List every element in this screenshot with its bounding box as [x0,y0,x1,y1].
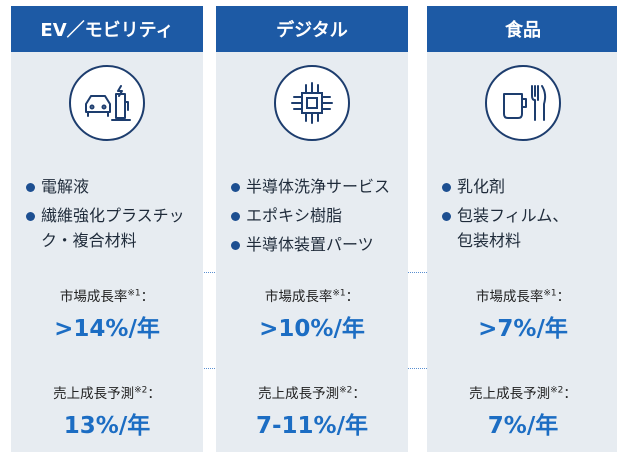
item-text: 半導体装置パーツ [246,235,374,254]
icon [68,64,146,142]
metric-label-text: 売上成長予測 [53,386,135,402]
item-text: エポキシ樹脂 [246,206,343,225]
metric-sep: ： [352,386,366,402]
item: 繊維強化プラスチッ ク・複合材料 [25,203,197,253]
item-text: 半導体洗浄サービス [246,177,391,196]
item: 半導体洗浄サービス [230,174,402,199]
metric-note: ※2 [550,385,564,396]
item-list: 乳化剤包装フィルム、 包装材料 [441,174,613,257]
metric-value: 13%/年 [63,413,151,439]
item-text: 繊維強化プラスチッ [41,206,185,225]
column-title: EV／モビリティ [11,6,203,52]
metric-value: >14%/年 [54,316,160,342]
metric-sep: ： [345,289,360,305]
metric-value: >10%/年 [259,316,365,342]
metric: 市場成長率※1： >10%/年 [216,285,408,343]
column-title: デジタル [216,6,408,52]
item-text: 乳化剤 [457,177,506,196]
metric-value: 7-11%/年 [255,413,368,439]
item: エポキシ樹脂 [230,203,402,228]
metric: 売上成長予測※2： 7%/年 [427,382,617,440]
metric-sep: ： [147,386,161,402]
item-list: 半導体洗浄サービス エポキシ樹脂半導体装置パーツ [230,174,402,261]
metric-label: 市場成長率※1： [216,285,408,306]
metric-value: >7%/年 [478,316,568,342]
metric-label: 市場成長率※1： [11,285,203,306]
metric-label-text: 売上成長予測 [469,386,551,402]
icon-graphic [485,65,561,141]
item-text: 包装材料 [457,231,522,250]
item: 半導体装置パーツ [230,232,402,257]
metric-note: ※1 [332,288,346,299]
column: EV／モビリティ 電解液 繊維強化プラスチッ ク・複合材料 市場成長率※1： >14%/年… [11,6,203,452]
metric-note: ※2 [339,385,353,396]
icon [484,64,562,142]
icon-graphic [69,65,145,141]
item-list: 電解液繊維強化プラスチッ ク・複合材料 [25,174,197,257]
metric-label-text: 売上成長予測 [258,386,340,402]
item-text: 包装フィルム、 [457,206,569,225]
metric-note: ※1 [543,288,557,299]
metric-label-text: 市場成長率 [59,289,128,305]
column: デジタル 半導体洗浄サービス エポキシ樹脂 半導体装置パーツ 市場成長率※1： >10%/… [216,6,408,452]
metric-sep: ： [556,289,571,305]
item: 電解液 [25,174,197,199]
metric-value: 7%/年 [487,413,559,439]
metric: 売上成長予測※2： 7-11%/年 [216,382,408,440]
metric-sep: ： [140,289,155,305]
metric-note: ※2 [134,385,148,396]
metric-label-text: 市場成長率 [475,289,544,305]
metric-label: 売上成長予測※2： [11,382,203,403]
metric-label: 売上成長予測※2： [427,382,617,403]
metric: 売上成長予測※2： 13%/年 [11,382,203,440]
metric-sep: ： [563,386,577,402]
item-text: ク・複合材料 [41,231,137,250]
metric: 市場成長率※1： >7%/年 [427,285,617,343]
icon [273,64,351,142]
metric-label: 市場成長率※1： [427,285,617,306]
item-text: 電解液 [41,177,90,196]
column-title: 食品 [427,6,617,52]
item: 乳化剤 [441,174,613,199]
metric-label-text: 市場成長率 [264,289,333,305]
icon-graphic [274,65,350,141]
metric-note: ※1 [127,288,141,299]
metric: 市場成長率※1： >14%/年 [11,285,203,343]
item: 包装フィルム、 包装材料 [441,203,613,253]
column: 食品 乳化剤 包装フィルム、 包装材料 市場成長率※1： >7%/年 売上成長予測※2： 7%… [427,6,617,452]
metric-label: 売上成長予測※2： [216,382,408,403]
